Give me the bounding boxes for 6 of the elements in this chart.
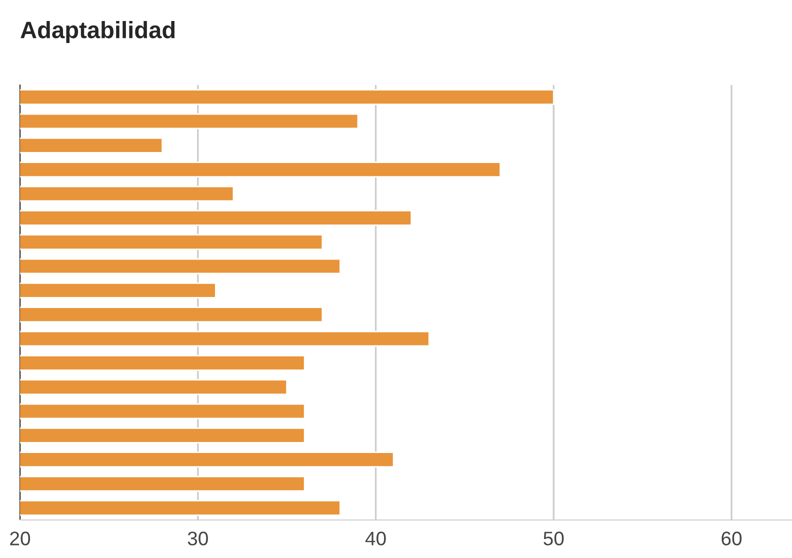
- x-tick-label: 40: [365, 532, 386, 546]
- x-tick-label: 20: [10, 532, 30, 546]
- x-tick-label: 30: [188, 532, 208, 546]
- chart-title: Adaptabilidad: [20, 20, 175, 44]
- x-tick-label: 50: [544, 532, 564, 546]
- x-tick-label: 60: [722, 532, 742, 546]
